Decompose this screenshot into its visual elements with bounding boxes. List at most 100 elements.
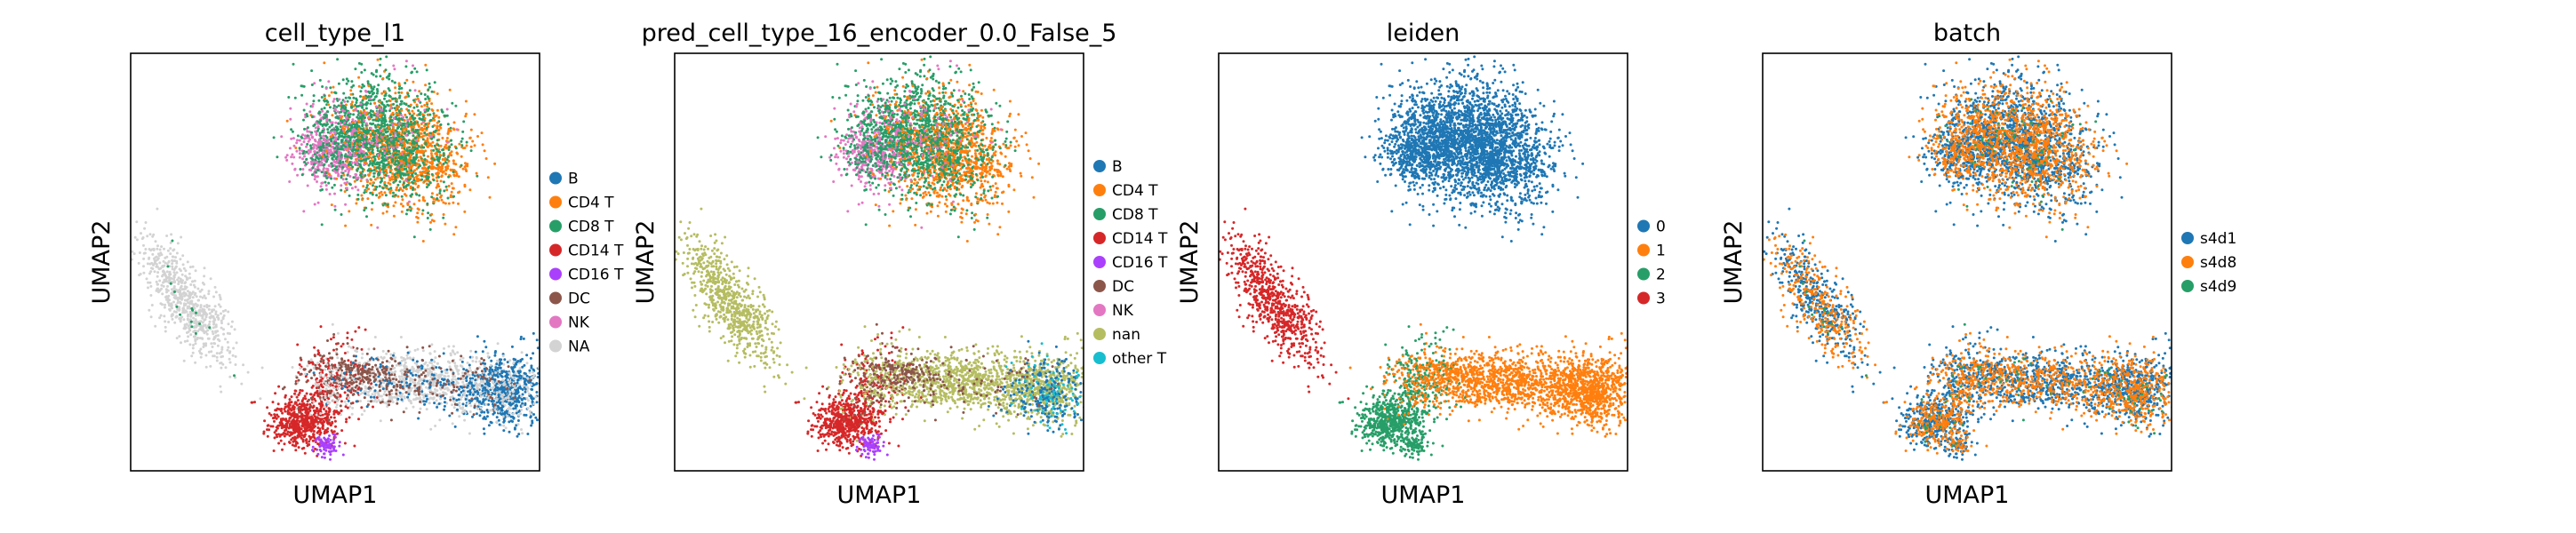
scatter-point <box>354 359 357 362</box>
scatter-point <box>343 352 347 354</box>
scatter-point <box>151 267 155 270</box>
scatter-point <box>458 402 461 404</box>
scatter-point <box>321 109 324 113</box>
scatter-point <box>404 379 407 383</box>
scatter-point <box>347 134 350 138</box>
scatter-point <box>488 195 492 199</box>
scatter-point <box>400 375 404 378</box>
scatter-point <box>393 81 396 84</box>
scatter-point <box>364 386 367 390</box>
scatter-point <box>346 99 349 103</box>
scatter-point <box>458 404 461 408</box>
scatter-point <box>440 198 444 202</box>
scatter-point <box>486 410 490 414</box>
scatter-point <box>495 382 499 386</box>
scatter-point <box>508 374 512 377</box>
scatter-point <box>344 405 348 409</box>
scatter-point <box>374 125 378 129</box>
scatter-point <box>314 363 317 367</box>
scatter-point <box>355 202 358 205</box>
scatter-point <box>420 126 424 130</box>
scatter-point <box>474 390 477 394</box>
scatter-point <box>148 257 150 260</box>
scatter-point <box>320 456 324 459</box>
scatter-point <box>308 398 310 402</box>
scatter-point <box>220 312 222 315</box>
scatter-point <box>452 201 455 204</box>
scatter-point <box>435 114 438 117</box>
scatter-point <box>428 144 431 147</box>
scatter-point <box>337 142 340 146</box>
scatter-point <box>488 369 492 371</box>
scatter-point <box>419 155 422 159</box>
scatter-point <box>175 297 179 300</box>
scatter-point <box>348 385 351 387</box>
scatter-point <box>356 176 360 179</box>
scatter-point <box>439 126 443 130</box>
scatter-point <box>380 91 384 95</box>
scatter-point <box>313 436 316 440</box>
scatter-point <box>379 169 382 172</box>
scatter-point <box>175 315 179 318</box>
scatter-point <box>416 216 420 219</box>
scatter-point <box>329 457 332 461</box>
scatter-point <box>494 366 498 369</box>
scatter-point <box>193 322 196 324</box>
scatter-point <box>348 405 352 409</box>
scatter-point <box>464 115 468 118</box>
scatter-point <box>404 187 408 191</box>
scatter-point <box>266 424 269 427</box>
scatter-point <box>487 372 491 376</box>
scatter-point <box>366 80 370 84</box>
scatter-point <box>417 178 420 181</box>
scatter-point <box>346 167 349 171</box>
scatter-point <box>388 179 392 182</box>
scatter-point <box>367 400 370 403</box>
scatter-point <box>525 354 529 357</box>
scatter-point <box>406 173 410 177</box>
scatter-point <box>423 93 427 96</box>
scatter-point <box>397 375 401 378</box>
scatter-point <box>198 290 202 293</box>
scatter-point <box>517 362 521 365</box>
scatter-point <box>335 347 339 351</box>
scatter-point <box>343 375 347 378</box>
scatter-point <box>438 418 442 422</box>
scatter-point <box>201 296 204 299</box>
scatter-point <box>368 111 372 115</box>
scatter-point <box>450 150 453 154</box>
scatter-point <box>384 68 388 72</box>
scatter-point <box>153 270 156 274</box>
scatter-point <box>466 372 469 376</box>
scatter-point <box>396 139 400 143</box>
scatter-point <box>390 79 394 83</box>
scatter-point <box>379 57 382 60</box>
scatter-point <box>206 337 210 340</box>
scatter-point <box>432 197 436 201</box>
scatter-point <box>362 185 365 188</box>
scatter-point <box>380 151 384 155</box>
scatter-point <box>439 397 442 401</box>
scatter-point <box>284 418 288 421</box>
scatter-point <box>324 147 327 151</box>
scatter-point <box>317 99 321 102</box>
scatter-point <box>356 169 359 172</box>
scatter-point <box>306 184 309 187</box>
scatter-point <box>393 366 396 370</box>
scatter-point <box>335 353 339 356</box>
scatter-point <box>375 400 379 403</box>
scatter-point <box>386 134 389 138</box>
scatter-point <box>352 176 356 179</box>
scatter-point <box>524 413 528 417</box>
scatter-point <box>468 386 472 390</box>
scatter-point <box>316 377 318 380</box>
scatter-point <box>370 223 373 227</box>
scatter-point <box>167 294 171 298</box>
scatter-point <box>412 203 416 206</box>
scatter-point <box>209 364 212 368</box>
scatter-point <box>430 343 434 346</box>
scatter-point <box>353 179 356 183</box>
scatter-point <box>378 163 381 167</box>
scatter-point <box>316 175 319 179</box>
